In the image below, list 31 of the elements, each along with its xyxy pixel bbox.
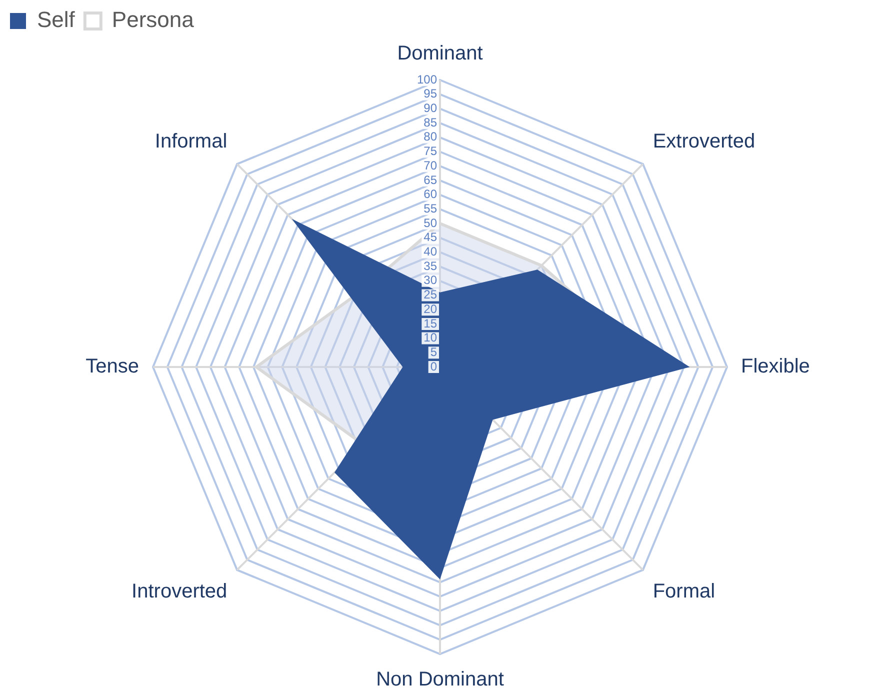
y-tick-label: 60 (424, 187, 438, 202)
y-tick-label: 5 (430, 344, 438, 359)
y-tick-label: 70 (424, 158, 438, 172)
y-tick-label: 90 (424, 101, 438, 116)
y-tick-label: 10 (424, 330, 438, 345)
spoke-label: Tense (86, 356, 139, 378)
spoke-label: Non Dominant (376, 668, 504, 691)
spoke-label: Extroverted (652, 130, 756, 153)
legend-label: Persona (112, 7, 195, 32)
legend-label: Self (37, 7, 76, 32)
spoke-label: Introverted (132, 580, 228, 602)
y-tick-label: 75 (424, 144, 438, 158)
spoke-label: Informal (154, 130, 228, 153)
spoke-label: Dominant (397, 42, 484, 65)
y-tick-label: 85 (424, 115, 438, 130)
y-tick-label: 0 (430, 359, 438, 374)
y-tick-label: 65 (424, 172, 438, 187)
y-tick-label: 30 (424, 273, 438, 288)
spoke-label: Flexible (741, 356, 810, 378)
y-tick-label: 25 (424, 288, 438, 302)
y-tick-label: 95 (424, 86, 438, 101)
y-tick-label: 20 (424, 302, 438, 316)
y-tick-label: 35 (424, 258, 438, 273)
y-tick-label: 50 (424, 216, 438, 230)
y-tick-label: 45 (424, 230, 438, 244)
y-tick-label: 100 (416, 72, 438, 86)
y-tick-label: 15 (424, 316, 438, 330)
y-tick-label: 80 (424, 130, 438, 144)
y-tick-label: 55 (424, 201, 438, 216)
spoke-label: Formal (652, 580, 716, 602)
y-tick-label: 40 (424, 244, 438, 259)
